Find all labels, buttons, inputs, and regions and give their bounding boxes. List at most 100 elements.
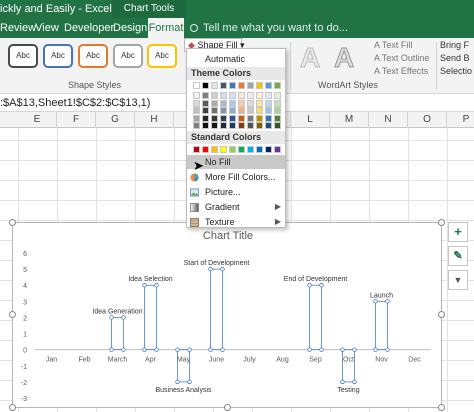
standard-color-swatch[interactable] [193,146,200,153]
standard-color-swatch[interactable] [211,146,218,153]
theme-color-swatch[interactable] [220,107,227,114]
tab-design[interactable]: Design [113,22,148,34]
shape-style-4[interactable]: Abc [113,44,143,68]
resize-handle[interactable] [9,404,16,411]
theme-color-swatch[interactable] [265,92,272,99]
shape-style-2[interactable]: Abc [43,44,73,68]
shape-style-5[interactable]: Abc [147,44,177,68]
theme-color-swatch[interactable] [220,122,227,129]
theme-color-swatch[interactable] [220,92,227,99]
theme-color-swatch[interactable] [274,114,281,122]
theme-color-swatch[interactable] [256,99,263,107]
theme-color-swatch[interactable] [247,114,254,122]
theme-color-swatch[interactable] [265,107,272,114]
theme-color-swatch[interactable] [274,107,281,114]
theme-color-swatch[interactable] [274,82,281,89]
standard-color-swatch[interactable] [247,146,254,153]
theme-color-swatch[interactable] [220,82,227,89]
theme-color-swatch[interactable] [256,122,263,129]
theme-color-swatch[interactable] [238,107,245,114]
theme-color-swatch[interactable] [247,82,254,89]
tell-me-box[interactable]: Tell me what you want to do... [190,18,348,38]
theme-color-swatch[interactable] [193,114,200,122]
selection-pane-button[interactable]: Selectio [440,66,473,76]
standard-color-swatch[interactable] [238,146,245,153]
theme-color-swatch[interactable] [220,114,227,122]
chart-styles-button[interactable]: ✎ [448,246,468,266]
standard-color-swatch[interactable] [229,146,236,153]
theme-color-swatch[interactable] [229,92,236,99]
standard-color-swatch[interactable] [265,146,272,153]
theme-color-swatch[interactable] [220,99,227,107]
theme-color-swatch[interactable] [274,92,281,99]
wordart-style-2[interactable]: A [333,42,355,74]
theme-color-swatch[interactable] [202,114,209,122]
column-header[interactable]: O [408,112,447,128]
theme-color-swatch[interactable] [229,114,236,122]
tab-view[interactable]: View [35,22,59,34]
theme-color-swatch[interactable] [274,99,281,107]
theme-color-swatch[interactable] [193,82,200,89]
theme-color-swatch[interactable] [193,99,200,107]
theme-color-swatch[interactable] [274,122,281,129]
resize-handle[interactable] [224,404,231,411]
theme-color-swatch[interactable] [247,122,254,129]
theme-color-swatch[interactable] [265,82,272,89]
theme-color-swatch[interactable] [256,92,263,99]
theme-color-swatch[interactable] [211,82,218,89]
theme-color-swatch[interactable] [238,114,245,122]
chart-filter-button[interactable]: ▼ [448,270,468,290]
bring-forward-button[interactable]: Bring F [440,40,470,50]
standard-color-swatch[interactable] [220,146,227,153]
theme-color-swatch[interactable] [193,92,200,99]
no-fill-option[interactable]: No Fill [187,155,285,169]
theme-color-swatch[interactable] [256,107,263,114]
resize-handle[interactable] [9,311,16,318]
column-header[interactable]: M [330,112,369,128]
resize-handle[interactable] [438,219,445,226]
automatic-option[interactable]: Automatic [187,52,285,66]
shape-style-3[interactable]: Abc [78,44,108,68]
theme-color-swatch[interactable] [202,82,209,89]
column-header[interactable]: P [447,112,474,128]
theme-color-swatch[interactable] [211,99,218,107]
chart-elements-button[interactable]: + [448,222,468,242]
resize-handle[interactable] [438,311,445,318]
theme-color-swatch[interactable] [238,122,245,129]
column-header[interactable]: F [57,112,96,128]
column-header[interactable]: N [369,112,408,128]
theme-color-swatch[interactable] [265,99,272,107]
picture-option[interactable]: Picture... [187,185,285,199]
resize-handle[interactable] [438,404,445,411]
wordart-style-1[interactable]: A [299,42,321,74]
theme-color-swatch[interactable] [211,92,218,99]
text-fill-button[interactable]: A Text Fill [374,40,412,50]
theme-color-swatch[interactable] [238,92,245,99]
tab-format[interactable]: Format [148,18,184,38]
theme-color-swatch[interactable] [229,122,236,129]
theme-color-swatch[interactable] [202,122,209,129]
theme-color-swatch[interactable] [238,99,245,107]
theme-color-swatch[interactable] [202,99,209,107]
theme-color-swatch[interactable] [229,107,236,114]
column-header[interactable]: H [135,112,174,128]
tab-developer[interactable]: Developer [64,22,115,34]
theme-color-swatch[interactable] [211,114,218,122]
shape-style-1[interactable]: Abc [8,44,38,68]
theme-color-swatch[interactable] [229,99,236,107]
tab-review[interactable]: Review [0,22,37,34]
column-header[interactable]: G [96,112,135,128]
theme-color-swatch[interactable] [211,122,218,129]
column-header[interactable]: E [18,112,57,128]
theme-color-swatch[interactable] [193,107,200,114]
theme-color-swatch[interactable] [265,122,272,129]
theme-color-swatch[interactable] [238,82,245,89]
theme-color-swatch[interactable] [202,107,209,114]
send-backward-button[interactable]: Send B [440,53,470,63]
theme-color-swatch[interactable] [229,82,236,89]
theme-color-swatch[interactable] [193,122,200,129]
theme-color-swatch[interactable] [247,92,254,99]
chart-area[interactable]: Chart Title -3 -2 -1 0 1 2 3 4 5 6 Jan Feb March Apr Ma… [12,222,442,408]
theme-color-swatch[interactable] [256,114,263,122]
standard-color-swatch[interactable] [256,146,263,153]
